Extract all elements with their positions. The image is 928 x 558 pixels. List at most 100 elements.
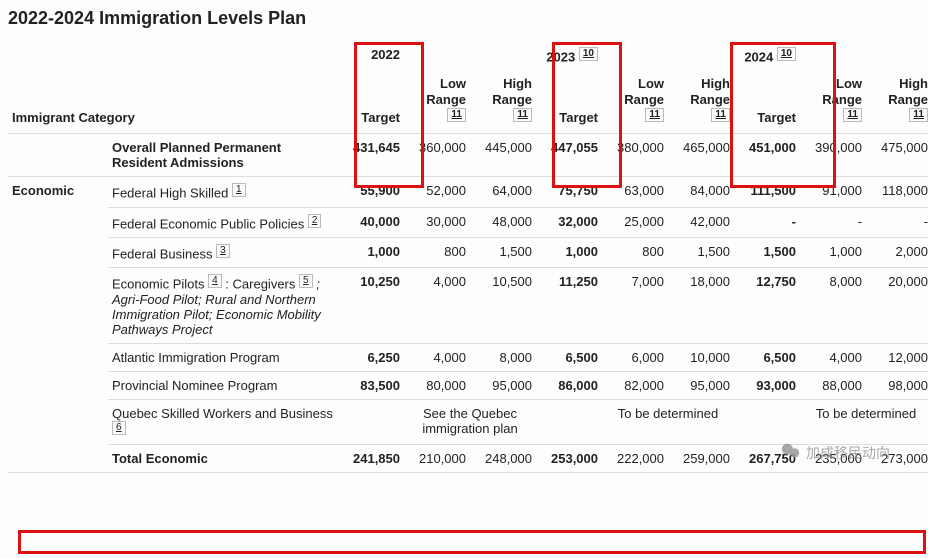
cell: 451,000 [734,134,800,177]
hdr-low-range: LowRange11 [404,70,470,134]
cell: 1,000 [800,238,866,268]
cell: 800 [602,238,668,268]
highlight-box [18,530,926,554]
cell: - [866,207,928,237]
cell: 6,500 [536,343,602,371]
cell: 12,750 [734,268,800,343]
cell: 11,250 [536,268,602,343]
cell: 6,500 [734,343,800,371]
footnote-link[interactable]: 10 [579,47,598,61]
cell: 111,500 [734,177,800,207]
cell: 88,000 [800,371,866,399]
cell: 42,000 [668,207,734,237]
cell: 360,000 [404,134,470,177]
hdr-target: Target [536,70,602,134]
cell: 465,000 [668,134,734,177]
cell: 1,500 [734,238,800,268]
footnote-link[interactable]: 1 [232,183,246,197]
row-label: Federal Business 3 [108,238,338,268]
cell: 83,500 [338,371,404,399]
hdr-2024: 2024 10 [734,37,800,70]
page-title: 2022-2024 Immigration Levels Plan [8,8,920,29]
cell: 12,000 [866,343,928,371]
cell: 8,000 [470,343,536,371]
cell: 4,000 [800,343,866,371]
cell: 32,000 [536,207,602,237]
cell: 18,000 [668,268,734,343]
cell: 8,000 [800,268,866,343]
hdr-target: Target [734,70,800,134]
cell: 48,000 [470,207,536,237]
cell: 30,000 [404,207,470,237]
group-label: Economic [8,177,108,473]
row-fb: Federal Business 3 1,000 800 1,500 1,000… [8,238,928,268]
cell: 447,055 [536,134,602,177]
cell: 80,000 [404,371,470,399]
hdr-2022: 2022 [338,37,404,70]
watermark: 加成移民动向 [780,440,890,465]
cell: 118,000 [866,177,928,207]
footnote-link[interactable]: 11 [447,108,466,122]
cell: 10,250 [338,268,404,343]
footnote-link[interactable]: 5 [299,274,313,288]
row-label: Federal High Skilled 1 [108,177,338,207]
cell: 25,000 [602,207,668,237]
cell: 64,000 [470,177,536,207]
cell: 75,750 [536,177,602,207]
cell: 4,000 [404,343,470,371]
hdr-category: Immigrant Category [8,70,338,134]
cell: 10,000 [668,343,734,371]
cell: 253,000 [536,445,602,473]
cell: 86,000 [536,371,602,399]
cell: 248,000 [470,445,536,473]
cell: 390,000 [800,134,866,177]
hdr-target: Target [338,70,404,134]
row-label: Provincial Nominee Program [108,371,338,399]
row-label: Federal Economic Public Policies 2 [108,207,338,237]
hdr-low-range: LowRange11 [800,70,866,134]
row-label: Economic Pilots 4 : Caregivers 5 ; Agri-… [108,268,338,343]
cell: 55,900 [338,177,404,207]
hdr-2023: 2023 10 [536,37,602,70]
footnote-link[interactable]: 11 [711,108,730,122]
cell: 98,000 [866,371,928,399]
cell: 380,000 [602,134,668,177]
footnote-link[interactable]: 10 [777,47,796,61]
cell: 241,850 [338,445,404,473]
cell: 1,500 [470,238,536,268]
cell-note: To be determined [602,399,734,444]
cell: 6,000 [602,343,668,371]
cell: 4,000 [404,268,470,343]
cell: 95,000 [470,371,536,399]
hdr-low-range: LowRange11 [602,70,668,134]
cell: - [734,207,800,237]
footnote-link[interactable]: 4 [208,274,222,288]
cell: 475,000 [866,134,928,177]
hdr-high-range: HighRange11 [470,70,536,134]
footnote-link[interactable]: 3 [216,244,230,258]
row-pnp: Provincial Nominee Program 83,500 80,000… [8,371,928,399]
cell: 6,250 [338,343,404,371]
cell: 63,000 [602,177,668,207]
footnote-link[interactable]: 11 [909,108,928,122]
footnote-link[interactable]: 2 [308,214,322,228]
cell: 95,000 [668,371,734,399]
cell: 210,000 [404,445,470,473]
footnote-link[interactable]: 11 [513,108,532,122]
row-qswb: Quebec Skilled Workers and Business 6 Se… [8,399,928,444]
footnote-link[interactable]: 6 [112,421,126,435]
table-wrapper: 2022-2024 Immigration Levels Plan 2022 2… [8,8,920,473]
footnote-link[interactable]: 11 [645,108,664,122]
footnote-link[interactable]: 11 [843,108,862,122]
cell: 40,000 [338,207,404,237]
watermark-text: 加成移民动向 [806,443,890,463]
cell-note: See the Quebec immigration plan [404,399,536,444]
row-fepp: Federal Economic Public Policies 2 40,00… [8,207,928,237]
cell: - [800,207,866,237]
cell: 7,000 [602,268,668,343]
row-label: Overall Planned Permanent Resident Admis… [108,134,338,177]
header-row-years: 2022 2023 10 2024 10 [8,37,928,70]
cell: 2,000 [866,238,928,268]
hdr-high-range: HighRange11 [668,70,734,134]
header-row-sub: Immigrant Category Target LowRange11 Hig… [8,70,928,134]
